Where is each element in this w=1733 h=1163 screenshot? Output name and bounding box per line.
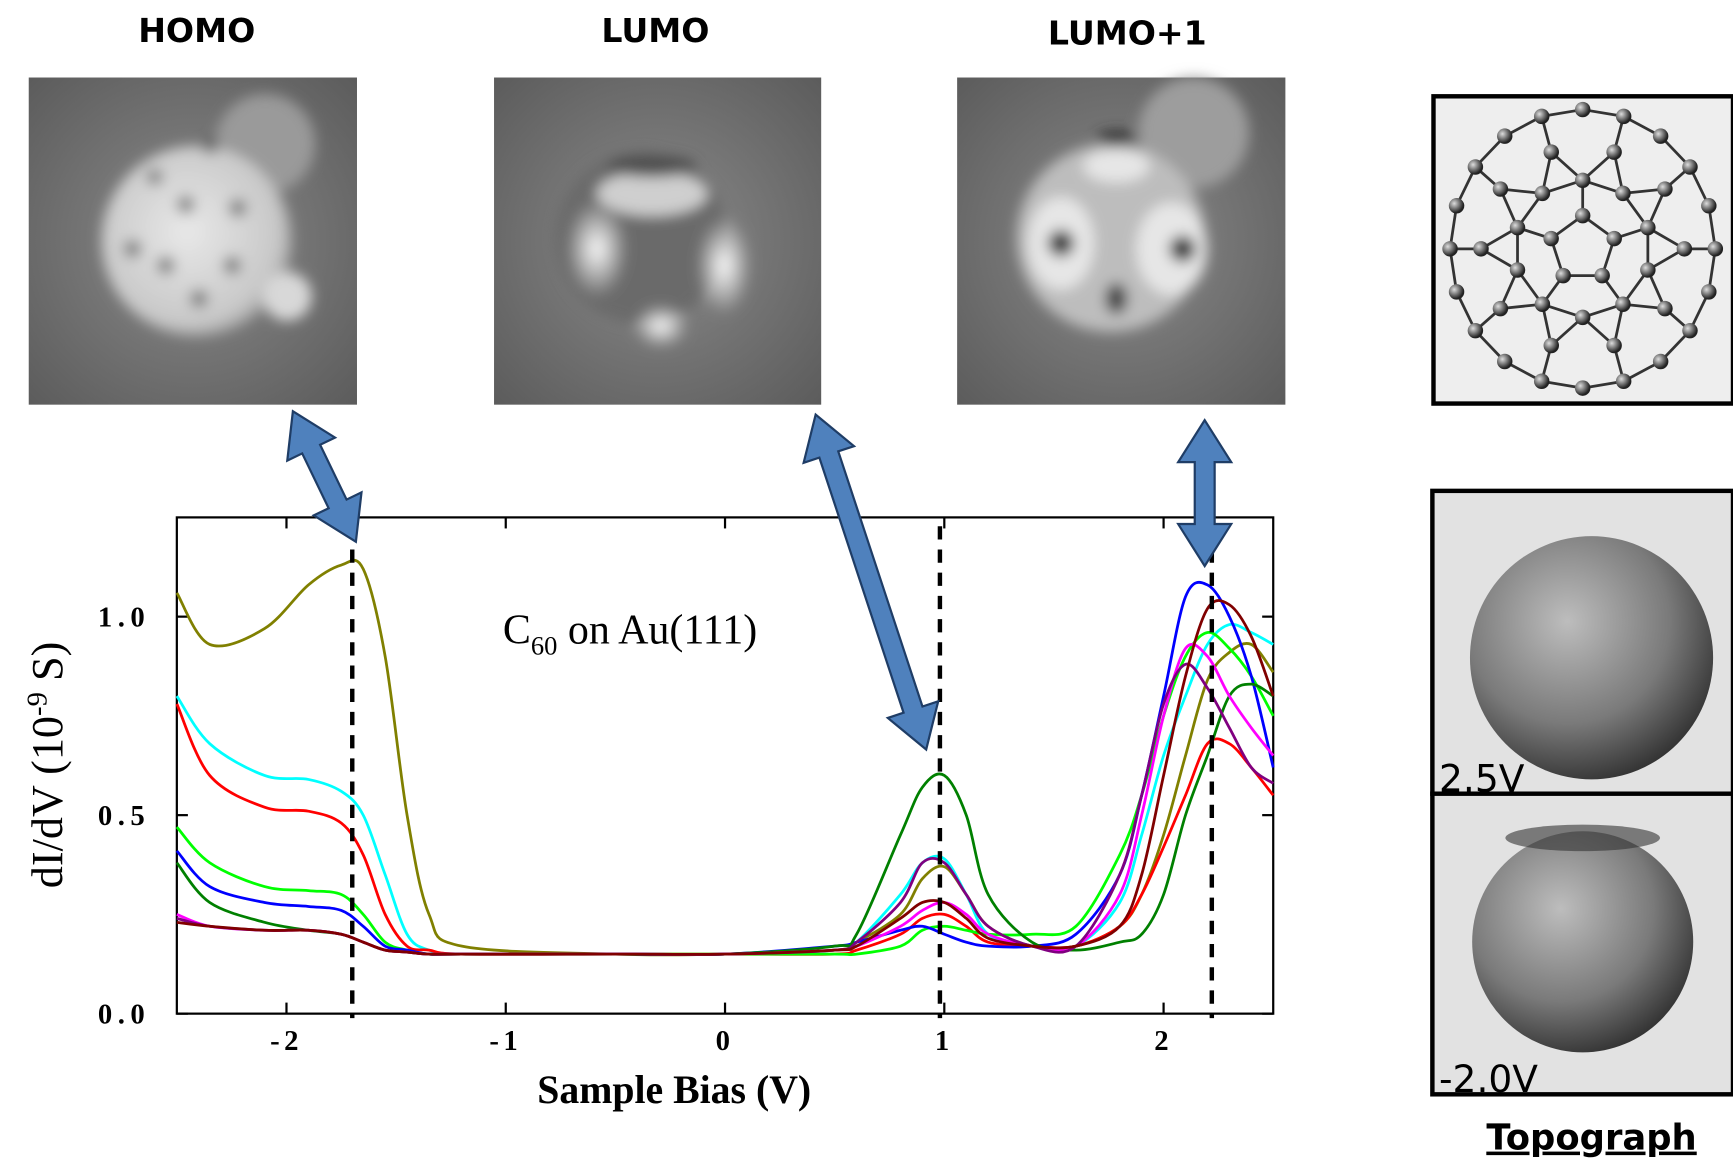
x-tick-label: 2: [1154, 1025, 1173, 1057]
atom: [1448, 198, 1465, 214]
atom: [1555, 267, 1571, 284]
orbital-title: LUMO+1: [1048, 13, 1207, 52]
atom: [1574, 172, 1591, 189]
atom: [1615, 373, 1632, 390]
topograph-label: -2.0V: [1439, 1057, 1538, 1101]
annotation-text: C: [503, 607, 531, 653]
topograph-label: 2.5V: [1439, 756, 1525, 800]
atom: [1640, 219, 1656, 236]
x-axis-title: Sample Bias (V): [537, 1068, 811, 1112]
atom: [1509, 219, 1526, 236]
arrows: [285, 409, 1234, 752]
annotation-text: on Au(111): [557, 607, 757, 653]
atom: [1496, 128, 1513, 144]
topograph-title: Topograph: [1486, 1118, 1696, 1159]
atom: [1652, 353, 1669, 370]
topograph-images: 2.5V -2.0V Topograph: [1430, 488, 1733, 1159]
atom: [1467, 322, 1484, 339]
atom: [1657, 300, 1673, 317]
spectrum-line: [176, 642, 1275, 956]
spectrum-line: [175, 580, 1275, 957]
spectrum-line: [175, 622, 1274, 956]
x-tick-label: 1: [935, 1025, 954, 1057]
atom: [1682, 159, 1698, 175]
atom: [1467, 159, 1484, 175]
y-tick-label: 0.5: [98, 800, 150, 832]
atom: [1707, 241, 1724, 257]
atom: [1543, 337, 1560, 354]
y-tick-label: 0.0: [98, 999, 150, 1031]
atom: [1473, 241, 1489, 257]
chart-annotation: C60 on Au(111): [503, 607, 757, 660]
spectrum-line: [175, 631, 1275, 957]
atom: [1496, 353, 1513, 370]
y-tick-label: 1.0: [98, 602, 150, 634]
atom: [1615, 296, 1631, 312]
atom: [1676, 241, 1693, 257]
plot-frame: [175, 516, 1275, 1015]
atom: [1442, 241, 1458, 257]
atom: [1492, 300, 1509, 317]
lumo-plus-one-image: [957, 77, 1286, 405]
atom: [1509, 262, 1526, 278]
atom: [1533, 373, 1550, 390]
atom: [1606, 144, 1622, 160]
homo-image: [28, 77, 357, 405]
atom: [1615, 108, 1632, 125]
x-tick-label: -1: [489, 1025, 522, 1057]
atom: [1594, 267, 1610, 284]
atom: [1543, 230, 1559, 247]
atom: [1448, 284, 1465, 300]
spectrum-line: [175, 703, 1275, 956]
x-tick-label: -2: [270, 1025, 303, 1057]
double-arrow: [285, 409, 363, 544]
atom: [1657, 181, 1673, 197]
annotation-subscript: 60: [531, 630, 558, 660]
y-axis-title-text: S): [23, 642, 72, 692]
c60-molecule: [1431, 94, 1733, 406]
atom: [1701, 284, 1717, 300]
orbital-title: HOMO: [138, 11, 255, 50]
atom: [1534, 296, 1551, 312]
atom: [1574, 380, 1591, 396]
atom: [1606, 230, 1622, 247]
atom: [1574, 101, 1591, 118]
atom: [1543, 144, 1560, 160]
atom: [1574, 207, 1591, 224]
atom: [1606, 337, 1622, 354]
atom: [1492, 181, 1509, 197]
y-axis-title-text: dI/dV (10: [23, 716, 72, 888]
x-tick-label: 0: [716, 1025, 735, 1057]
spectrum-line: [176, 599, 1275, 956]
double-arrow: [802, 412, 940, 752]
atom: [1533, 108, 1550, 125]
atom: [1615, 185, 1631, 202]
atom: [1574, 309, 1591, 326]
atom: [1534, 185, 1551, 202]
atom: [1682, 322, 1698, 339]
atom: [1640, 262, 1656, 278]
lumo-image: [494, 77, 822, 405]
atom: [1652, 128, 1669, 144]
double-arrow: [1176, 418, 1234, 569]
y-axis-title-superscript: -9: [21, 692, 53, 716]
atom: [1701, 198, 1717, 214]
y-axis-title: dI/dV (10-9 S): [21, 642, 71, 889]
chart: -2 -1 0 1 2 0.0 0.5 1.0: [98, 516, 1275, 1057]
orbital-title: LUMO: [601, 11, 709, 50]
